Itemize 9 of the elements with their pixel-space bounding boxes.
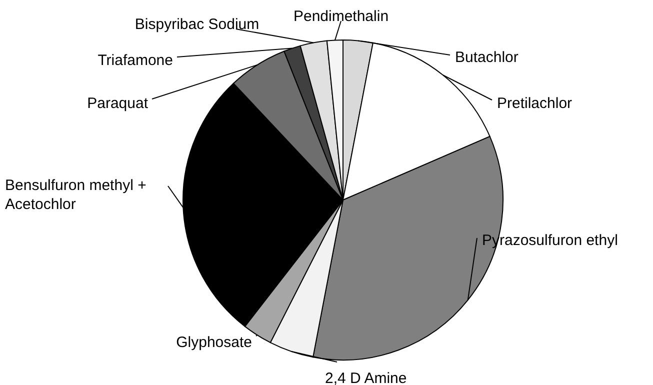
legend-label: Bensulfuron methyl + Acetochlor (5, 177, 147, 213)
slice-label: 2,4 D Amine (325, 370, 407, 385)
slice-label: Paraquat (87, 95, 149, 112)
slice-label: Butachlor (455, 49, 518, 66)
slice-label: Bispyribac Sodium (134, 16, 260, 33)
slice-label: Pendimethalin (293, 8, 389, 25)
slice-label: Glyphosate (176, 334, 252, 351)
slice-label: Triafamone (98, 52, 173, 69)
slice-label: Pretilachlor (497, 95, 572, 112)
